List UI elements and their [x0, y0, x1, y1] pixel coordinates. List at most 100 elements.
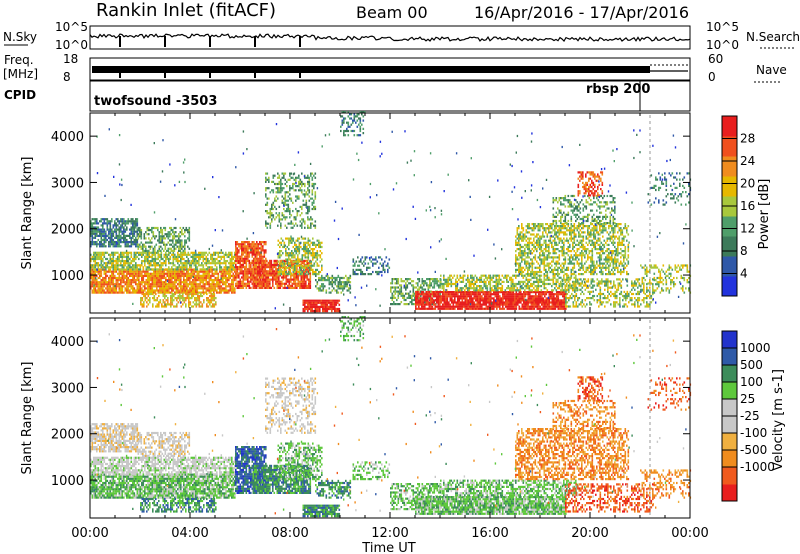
data-cell	[300, 286, 303, 289]
data-cell	[192, 285, 194, 288]
data-cell	[363, 260, 365, 263]
data-cell	[111, 260, 113, 263]
data-cell	[296, 272, 298, 275]
data-cell	[213, 299, 216, 302]
data-cell	[146, 233, 149, 236]
data-cell	[201, 264, 203, 267]
data-cell	[284, 191, 287, 194]
data-cell	[303, 263, 306, 267]
data-cell	[160, 245, 162, 248]
data-cell	[202, 260, 205, 263]
data-cell	[321, 268, 323, 271]
data-cell	[318, 264, 320, 267]
data-cell	[350, 129, 353, 133]
data-cell	[239, 257, 242, 260]
data-cell	[274, 199, 276, 202]
data-cell	[156, 285, 158, 288]
data-cell	[170, 299, 172, 302]
data-cell	[151, 253, 154, 256]
data-cell	[171, 287, 173, 290]
data-cell	[148, 260, 151, 263]
data-cell	[345, 285, 347, 288]
data-cell	[103, 232, 106, 235]
data-cell	[298, 270, 301, 274]
data-cell	[137, 245, 140, 248]
data-cell	[280, 182, 282, 186]
data-cell	[201, 294, 204, 298]
data-cell	[402, 296, 404, 299]
data-cell	[304, 241, 307, 244]
data-cell	[205, 281, 208, 284]
data-cell	[120, 224, 122, 227]
data-cell	[252, 266, 255, 269]
data-cell	[470, 303, 473, 306]
data-cell	[208, 270, 211, 273]
data-cell	[130, 285, 133, 288]
data-cell	[433, 286, 436, 289]
data-cell	[207, 287, 209, 290]
data-cell	[461, 303, 464, 306]
data-cell	[487, 307, 489, 310]
data-cell	[127, 262, 130, 265]
data-cell	[278, 189, 281, 192]
data-cell	[186, 262, 188, 265]
data-cell	[446, 295, 449, 298]
data-cell	[163, 291, 166, 294]
data-cell	[275, 207, 278, 211]
data-cell	[160, 253, 163, 256]
data-cell	[91, 257, 94, 261]
data-cell	[282, 276, 285, 279]
data-cell	[338, 307, 341, 311]
data-cell	[335, 303, 338, 306]
data-cell	[293, 276, 295, 279]
data-cell	[108, 285, 110, 288]
data-cell	[142, 253, 145, 256]
data-cell	[164, 226, 167, 230]
data-cell	[189, 287, 191, 290]
data-cell	[202, 266, 205, 269]
data-cell	[226, 270, 229, 273]
data-cell	[242, 280, 245, 283]
data-cell	[400, 284, 403, 287]
data-cell	[160, 229, 162, 232]
data-cell	[259, 243, 261, 246]
data-cell	[118, 232, 121, 235]
data-cell	[132, 291, 134, 294]
data-cell	[186, 283, 188, 286]
data-cell	[301, 270, 304, 274]
data-cell	[157, 279, 160, 282]
data-cell	[199, 253, 202, 256]
data-cell	[217, 283, 220, 286]
data-cell	[172, 281, 175, 284]
data-cell	[278, 286, 280, 289]
data-cell	[421, 303, 423, 306]
data-cell	[301, 222, 303, 225]
data-cell	[229, 264, 232, 267]
data-cell	[185, 226, 188, 230]
data-cell	[313, 301, 315, 304]
data-cell	[144, 270, 146, 273]
data-cell	[169, 233, 171, 236]
data-cell	[367, 266, 370, 269]
data-cell	[238, 251, 240, 254]
data-cell	[220, 257, 223, 261]
data-cell	[103, 270, 106, 273]
data-cell	[187, 257, 190, 261]
data-cell	[153, 272, 155, 275]
data-cell	[476, 307, 479, 310]
data-cell	[325, 291, 328, 294]
data-cell	[290, 274, 292, 277]
data-cell	[109, 279, 112, 282]
data-cell	[160, 255, 163, 258]
data-cell	[171, 272, 173, 275]
data-cell	[475, 305, 477, 308]
data-cell	[159, 266, 161, 269]
data-cell	[356, 113, 359, 116]
data-cell	[282, 245, 284, 249]
data-cell	[391, 303, 394, 306]
data-cell	[421, 278, 424, 281]
data-cell	[127, 268, 130, 271]
data-cell	[214, 264, 217, 267]
data-cell	[248, 270, 251, 273]
data-cell	[228, 289, 230, 292]
